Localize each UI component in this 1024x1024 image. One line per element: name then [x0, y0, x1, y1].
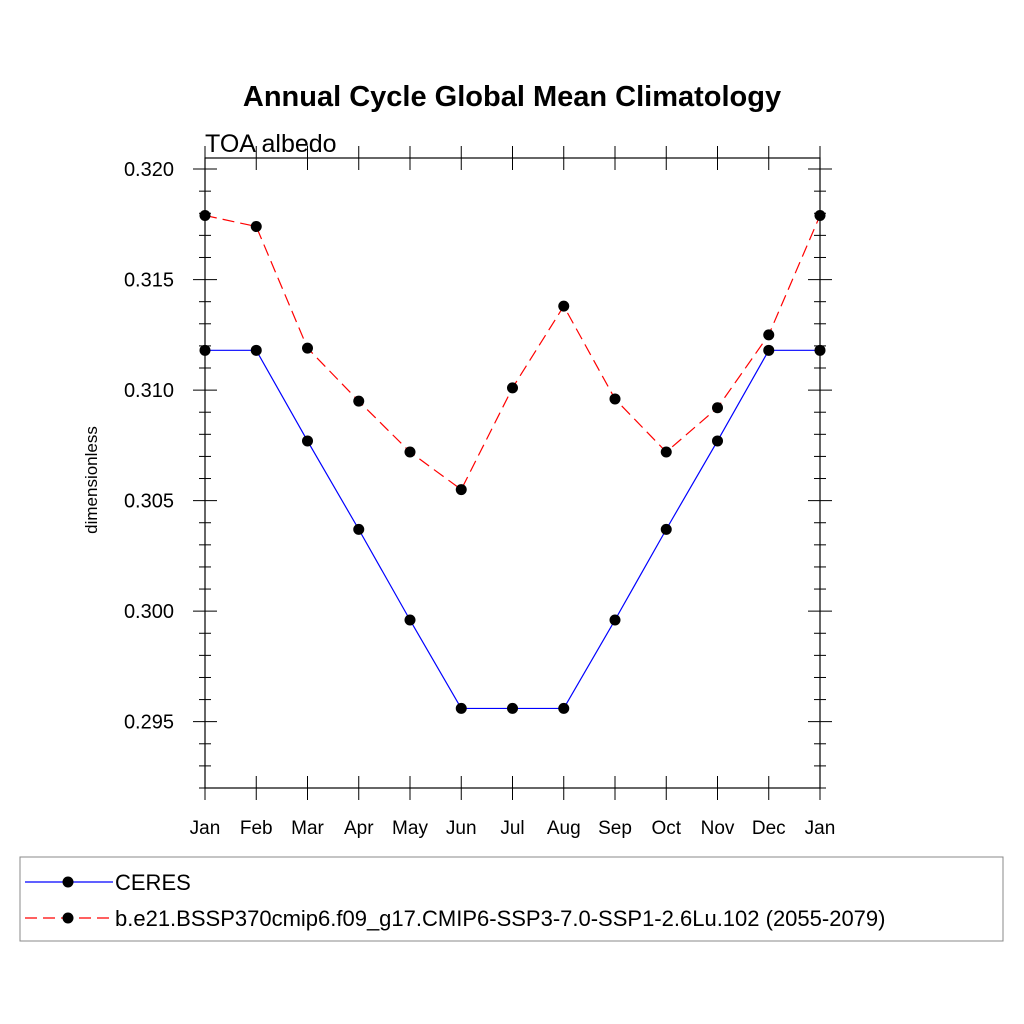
x-tick-label: May [392, 818, 428, 839]
legend-label: b.e21.BSSP370cmip6.f09_g17.CMIP6-SSP3-7.… [115, 906, 885, 931]
x-tick-label: Apr [344, 818, 374, 839]
y-tick-label: 0.300 [124, 601, 174, 623]
data-point [558, 300, 570, 312]
data-point [455, 484, 467, 496]
x-tick-label: Sep [598, 818, 632, 839]
y-tick-label: 0.305 [124, 491, 174, 513]
data-point [353, 395, 365, 407]
legend-entry-2: b.e21.BSSP370cmip6.f09_g17.CMIP6-SSP3-7.… [25, 906, 885, 931]
data-point [712, 402, 723, 414]
data-point [199, 344, 211, 356]
y-tick-label: 0.295 [124, 712, 174, 734]
x-tick-label: Jan [805, 818, 836, 839]
data-point [660, 523, 672, 535]
series-1 [199, 344, 826, 714]
x-tick-labels: Jan Feb Mar Apr May Jun Jul Aug Sep Oct Nov Dec Jan [190, 818, 836, 839]
series-2 [199, 209, 826, 496]
legend-marker [62, 912, 74, 924]
legend-entry-1: CERES [25, 870, 191, 895]
x-tick-label: Mar [291, 818, 324, 839]
plot-frame [204, 157, 821, 789]
data-point [814, 209, 826, 221]
y-tick-label: 0.320 [124, 159, 174, 181]
data-point [507, 382, 518, 394]
series-line [205, 349, 820, 710]
data-point [558, 702, 570, 714]
chart-title: Annual Cycle Global Mean Climatology [243, 81, 781, 113]
x-tick-label: Feb [240, 818, 273, 839]
series-layer [199, 209, 826, 714]
data-point [763, 329, 775, 341]
x-tick-label: Oct [651, 818, 681, 839]
data-point [353, 523, 365, 535]
data-point [302, 342, 313, 354]
data-point [302, 435, 313, 447]
data-point [250, 344, 262, 356]
data-point [250, 221, 262, 233]
y-tick-label: 0.315 [124, 270, 174, 292]
axis-ticks [193, 146, 832, 800]
legend-label: CERES [115, 870, 191, 895]
legend-marker [62, 876, 74, 888]
x-tick-label: Nov [701, 818, 735, 839]
x-tick-label: Jan [190, 818, 221, 839]
legend-box [19, 856, 1004, 942]
data-point [609, 614, 621, 626]
data-point [404, 614, 416, 626]
y-tick-label: 0.310 [124, 380, 174, 402]
series-line [204, 214, 821, 491]
data-point [609, 393, 621, 405]
data-point [763, 344, 775, 356]
y-axis-label: dimensionless [82, 426, 101, 534]
data-point [455, 702, 467, 714]
data-point [507, 702, 518, 714]
x-tick-label: Aug [547, 818, 581, 839]
y-tick-labels: 0.295 0.300 0.305 0.310 0.315 0.320 [124, 159, 174, 734]
data-point [404, 446, 416, 458]
legend: CERES b.e21.BSSP370cmip6.f09_g17.CMIP6-SS… [25, 870, 885, 931]
x-tick-label: Jun [446, 818, 477, 839]
chart-subtitle: TOA albedo [205, 130, 337, 158]
data-point [814, 344, 826, 356]
x-tick-label: Jul [500, 818, 524, 839]
data-point [712, 435, 723, 447]
data-point [199, 209, 211, 221]
x-tick-label: Dec [752, 818, 786, 839]
data-point [660, 446, 672, 458]
